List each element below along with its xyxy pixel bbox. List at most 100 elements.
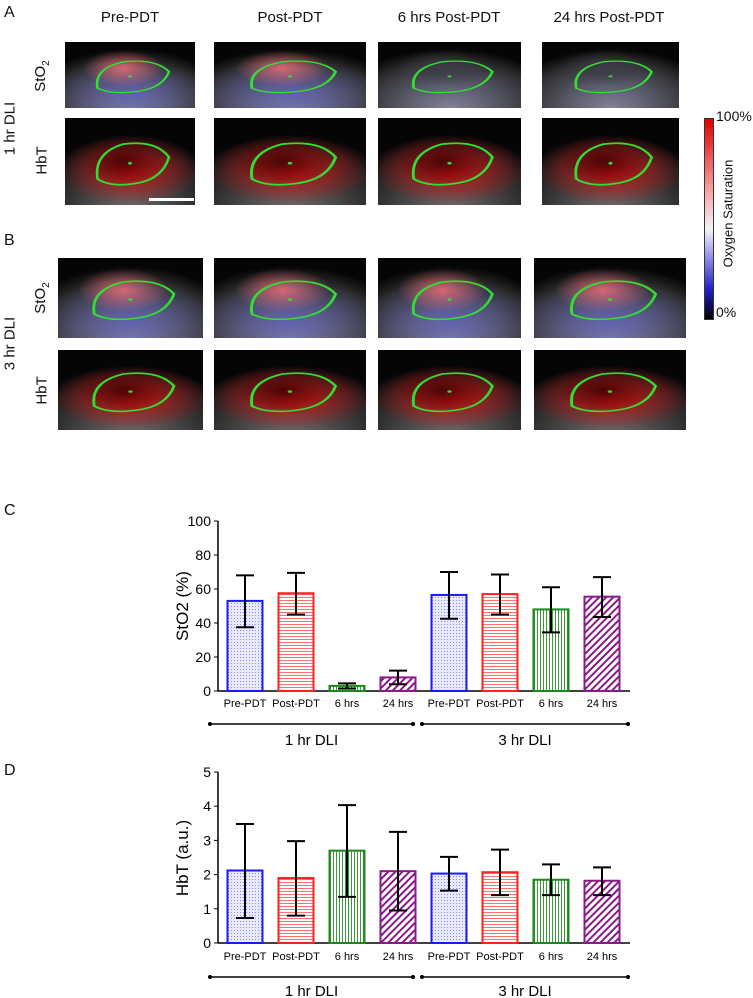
- sto2-y-tick-label: 100: [188, 513, 212, 529]
- panel-label-d: D: [4, 762, 16, 779]
- sto2-x-tick-label: Pre-PDT: [428, 698, 471, 710]
- hbt-y-tick-label: 5: [203, 764, 211, 780]
- hbt-group-label: 1 hr DLI: [285, 983, 338, 998]
- sto2-bar: [430, 593, 468, 693]
- sto2-x-tick-label: 24 hrs: [587, 698, 618, 710]
- sto2-image-3hr-0: [58, 258, 203, 338]
- sto2-y-tick-label: 0: [203, 683, 211, 699]
- hbt-x-tick-label: 6 hrs: [335, 951, 360, 963]
- roi-outline-icon: [95, 142, 171, 186]
- group-label-1hr-dli: 1 hr DLI: [1, 101, 19, 156]
- row-label-sto2-b: StO2: [32, 278, 52, 318]
- sto2-image-1hr-0: [65, 42, 195, 108]
- sto2-group-label: 1 hr DLI: [285, 732, 338, 749]
- row-label-hbt-a: HbT: [33, 146, 51, 175]
- roi-outline-icon: [411, 372, 494, 413]
- hbt-x-tick-label: 24 hrs: [383, 951, 414, 963]
- row-label-sto2-a: StO2: [32, 56, 52, 96]
- hbt-x-tick-label: 24 hrs: [587, 951, 618, 963]
- roi-outline-icon: [92, 280, 176, 321]
- sto2-x-tick-label: 24 hrs: [383, 698, 414, 710]
- hbt-y-axis-label: HbT (a.u.): [173, 820, 192, 896]
- sto2-image-1hr-3: [542, 42, 679, 108]
- sto2-x-tick-label: Pre-PDT: [224, 698, 267, 710]
- sto2-x-tick-label: Post-PDT: [476, 698, 524, 710]
- sto2-image-1hr-2: [378, 42, 521, 108]
- hbt-group-bracket-end: [626, 975, 630, 979]
- sto2-y-tick-label: 20: [195, 649, 211, 665]
- hbt-image-1hr-1: [214, 118, 366, 205]
- roi-outline-icon: [249, 60, 338, 94]
- column-title-6hrs: 6 hrs Post-PDT: [397, 9, 501, 26]
- hbt-image-1hr-3: [542, 118, 679, 205]
- column-title-24hrs: 24 hrs Post-PDT: [553, 9, 665, 26]
- scale-bar-label-a: 3 mm: [154, 206, 182, 218]
- colorbar-min-label: 0%: [716, 304, 737, 320]
- roi-outline-icon: [411, 142, 494, 186]
- hbt-group-bracket-end: [208, 975, 212, 979]
- scale-bar-b: [152, 431, 202, 434]
- row-label-subscript: 2: [41, 60, 52, 66]
- row-label-hbt-b: HbT: [33, 376, 51, 405]
- hbt-x-tick-label: Post-PDT: [272, 951, 320, 963]
- row-label-text: StO: [32, 65, 49, 92]
- panel-label-b: B: [4, 232, 15, 249]
- roi-outline-icon: [411, 280, 494, 321]
- roi-outline-icon: [574, 60, 654, 94]
- sto2-image-3hr-2: [378, 258, 521, 338]
- hbt-x-tick-label: 6 hrs: [539, 951, 564, 963]
- roi-outline-icon: [92, 372, 176, 413]
- sto2-image-1hr-1: [214, 42, 366, 108]
- roi-outline-icon: [249, 280, 338, 321]
- sto2-y-axis-label: StO2 (%): [173, 571, 192, 641]
- sto2-group-bracket-end: [411, 722, 415, 726]
- hbt-y-tick-label: 3: [203, 832, 211, 848]
- hbt-image-3hr-2: [378, 350, 521, 430]
- roi-outline-icon: [411, 60, 494, 94]
- sto2-group-bracket-end: [626, 722, 630, 726]
- colorbar-title: Oxygen Saturation: [720, 159, 736, 268]
- hbt-group-bracket-end: [411, 975, 415, 979]
- oxygen-saturation-colorbar: [704, 118, 714, 320]
- roi-outline-icon: [249, 142, 338, 186]
- column-title-pre-pdt: Pre-PDT: [100, 9, 160, 26]
- scale-bar-label-b: 3 mm: [160, 434, 188, 446]
- scale-bar-a: [149, 198, 194, 201]
- hbt-x-tick-label: Pre-PDT: [428, 951, 471, 963]
- sto2-y-tick-label: 60: [195, 581, 211, 597]
- row-label-subscript: 2: [41, 282, 52, 288]
- hbt-group-bracket-end: [420, 975, 424, 979]
- group-label-3hr-dli: 3 hr DLI: [1, 316, 19, 371]
- hbt-y-tick-label: 2: [203, 867, 211, 883]
- roi-outline-icon: [569, 280, 658, 321]
- sto2-x-tick-label: 6 hrs: [539, 698, 564, 710]
- hbt-x-tick-label: Pre-PDT: [224, 951, 267, 963]
- sto2-x-tick-label: 6 hrs: [335, 698, 360, 710]
- column-title-post-pdt: Post-PDT: [257, 9, 323, 26]
- panel-label-c: C: [4, 502, 16, 519]
- hbt-image-1hr-0: [65, 118, 195, 205]
- hbt-group-label: 3 hr DLI: [498, 983, 551, 998]
- panel-label-a: A: [4, 4, 15, 21]
- hbt-image-3hr-0: [58, 350, 203, 430]
- sto2-y-tick-label: 80: [195, 547, 211, 563]
- sto2-group-bracket-end: [420, 722, 424, 726]
- roi-outline-icon: [95, 60, 171, 94]
- hbt-y-tick-label: 4: [203, 798, 211, 814]
- hbt-image-1hr-2: [378, 118, 521, 205]
- sto2-image-3hr-1: [214, 258, 366, 338]
- sto2-image-3hr-3: [534, 258, 686, 338]
- hbt-y-tick-label: 1: [203, 901, 211, 917]
- hbt-x-tick-label: Post-PDT: [476, 951, 524, 963]
- sto2-group-bracket-end: [208, 722, 212, 726]
- sto2-group-label: 3 hr DLI: [498, 732, 551, 749]
- colorbar-max-label: 100%: [716, 108, 752, 124]
- row-label-text: StO: [32, 287, 49, 314]
- roi-outline-icon: [574, 142, 654, 186]
- hbt-y-tick-label: 0: [203, 935, 211, 951]
- hbt-image-3hr-3: [534, 350, 686, 430]
- roi-outline-icon: [249, 372, 338, 413]
- roi-outline-icon: [569, 372, 658, 413]
- sto2-y-tick-label: 40: [195, 615, 211, 631]
